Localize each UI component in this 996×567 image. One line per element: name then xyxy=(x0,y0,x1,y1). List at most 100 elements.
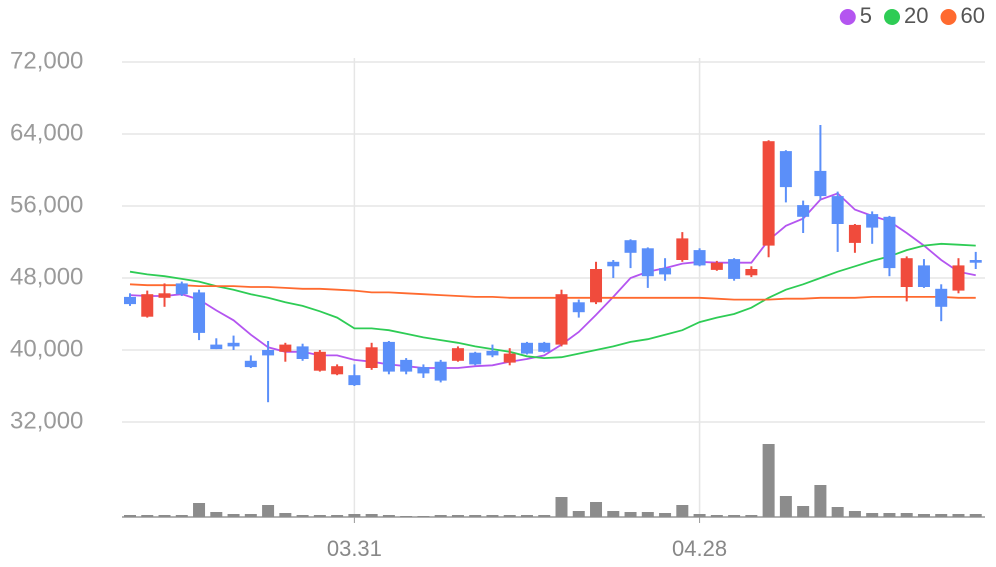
candle-body xyxy=(900,258,913,287)
volume-bar xyxy=(175,515,188,517)
volume-bar xyxy=(848,511,861,517)
y-tick-label: 64,000 xyxy=(10,119,83,146)
candle-body xyxy=(210,344,223,350)
volume-bar xyxy=(503,515,516,517)
candle-body xyxy=(866,214,879,228)
legend-label: 20 xyxy=(904,3,928,28)
candle-body xyxy=(848,224,861,243)
volume-bar xyxy=(141,515,154,517)
candle-body xyxy=(262,350,275,356)
volume-bar xyxy=(469,515,482,517)
volume-bar xyxy=(572,511,585,517)
volume-bar xyxy=(952,514,965,517)
volume-bar xyxy=(555,497,568,517)
volume-bar xyxy=(710,515,723,517)
legend: 60 20 5 xyxy=(839,3,985,28)
volume-bar xyxy=(745,515,758,517)
volume-bar xyxy=(296,515,309,517)
volume-bar xyxy=(331,515,344,517)
candle-body xyxy=(831,196,844,224)
candle-body xyxy=(296,346,309,359)
candle-body xyxy=(538,342,551,352)
volume-bar xyxy=(641,512,654,517)
volume-bar xyxy=(797,506,810,517)
candle-body xyxy=(382,341,395,372)
candle-body xyxy=(434,361,447,381)
candle-body xyxy=(520,342,533,354)
candle-body xyxy=(193,292,206,333)
volume-bar xyxy=(193,503,206,517)
candle-body xyxy=(175,283,188,295)
candle-body xyxy=(503,353,516,363)
volume-bar xyxy=(814,485,827,517)
volume-bar xyxy=(900,513,913,517)
volume-bar xyxy=(227,514,240,517)
volume-bar xyxy=(313,515,326,517)
volume-bar xyxy=(762,444,775,517)
volume-bar xyxy=(210,512,223,517)
volume-bar xyxy=(279,513,292,517)
volume-bar xyxy=(831,507,844,517)
volume-bar xyxy=(262,505,275,517)
y-tick-label: 32,000 xyxy=(10,407,83,434)
volume-bar xyxy=(866,513,879,517)
volume-bar xyxy=(969,514,982,517)
volume-bar xyxy=(434,515,447,517)
volume-bar xyxy=(417,516,430,517)
candle-body xyxy=(486,350,499,356)
candle-body xyxy=(331,366,344,375)
candle-body xyxy=(624,240,637,253)
candle-body xyxy=(244,360,257,368)
candle-body xyxy=(883,216,896,269)
volume-bar xyxy=(124,515,136,517)
candle-body xyxy=(279,344,292,352)
y-tick-label: 56,000 xyxy=(10,191,83,218)
volume-bar xyxy=(917,514,930,517)
volume-bar xyxy=(348,514,361,517)
legend-swatch xyxy=(884,9,901,25)
candle-body xyxy=(797,205,810,217)
legend-swatch xyxy=(839,9,856,25)
candle-body xyxy=(728,259,741,279)
volume-bar xyxy=(676,505,689,517)
candle-body xyxy=(659,268,672,275)
candle-body xyxy=(607,261,620,267)
ma-line xyxy=(129,242,976,360)
volume-bar xyxy=(728,515,741,517)
volume-bar xyxy=(624,512,637,517)
volume-bar xyxy=(693,514,706,517)
candle-body xyxy=(141,294,154,317)
x-tick-label: 04.28 xyxy=(672,536,727,561)
candle-body xyxy=(572,302,585,313)
volume-bar xyxy=(365,514,378,517)
candle-body xyxy=(124,296,136,305)
candle-body xyxy=(469,352,482,365)
legend-label: 60 xyxy=(961,3,985,28)
candle-body xyxy=(451,348,464,361)
candle-body xyxy=(417,367,430,374)
candle-body xyxy=(693,250,706,266)
candle-body xyxy=(555,294,568,345)
volume-bar xyxy=(451,515,464,517)
volume-bar xyxy=(486,515,499,517)
candle-body xyxy=(952,265,965,291)
volume-bar xyxy=(158,515,171,517)
volume-bar xyxy=(244,514,257,517)
candle-body xyxy=(227,342,240,347)
candle-body xyxy=(917,265,930,287)
candle-body xyxy=(969,260,982,263)
legend-label: 5 xyxy=(860,3,872,28)
candle-body xyxy=(158,293,171,298)
candle-body xyxy=(710,262,723,270)
candle-body xyxy=(779,151,792,188)
volume-bar xyxy=(520,515,533,517)
candle-body xyxy=(400,359,413,372)
y-tick-label: 72,000 xyxy=(10,47,83,74)
candle-body xyxy=(590,269,603,303)
volume-bar xyxy=(607,511,620,517)
candle-body xyxy=(348,375,361,386)
candle-body xyxy=(814,170,827,197)
candle-body xyxy=(676,238,689,260)
